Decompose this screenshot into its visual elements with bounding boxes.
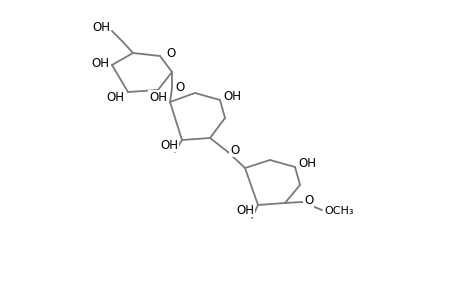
Text: OH: OH [91,56,109,70]
Text: O: O [303,194,313,208]
Text: OH: OH [149,91,167,103]
Text: O: O [174,80,184,94]
Text: O: O [230,143,239,157]
Text: OH: OH [160,139,178,152]
Text: OCH₃: OCH₃ [323,206,353,216]
Text: OH: OH [235,203,253,217]
Text: OH: OH [297,157,315,169]
Text: OH: OH [92,20,110,34]
Text: O: O [166,46,175,59]
Text: OH: OH [106,91,124,103]
Text: OH: OH [223,89,241,103]
